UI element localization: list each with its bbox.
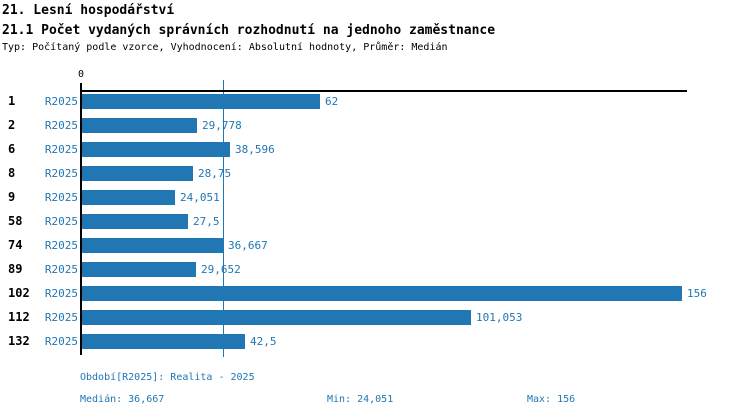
row-category-label: 2 — [8, 118, 16, 132]
period-label: Období[R2025]: Realita - 2025 — [80, 372, 255, 383]
row-category-label: 9 — [8, 190, 16, 204]
row-category-label: 102 — [8, 286, 30, 300]
bar-value-label: 29,778 — [202, 119, 242, 132]
row-series-label: R2025 — [44, 311, 78, 324]
row-category-label: 132 — [8, 334, 30, 348]
chart-row: 132 R2025 42,5 — [0, 334, 750, 349]
row-series-label: R2025 — [44, 191, 78, 204]
row-category-label: 1 — [8, 94, 16, 108]
chart-row: 6 R2025 38,596 — [0, 142, 750, 157]
y-axis-line — [80, 83, 82, 355]
median-stat: Medián: 36,667 — [80, 394, 165, 405]
row-category-label: 112 — [8, 310, 30, 324]
bar — [82, 190, 175, 205]
bar-value-label: 62 — [325, 95, 339, 108]
row-series-label: R2025 — [44, 239, 78, 252]
bar-value-label: 29,652 — [201, 263, 241, 276]
bar — [82, 214, 188, 229]
row-category-label: 58 — [8, 214, 23, 228]
row-series-label: R2025 — [44, 95, 78, 108]
bar-value-label: 38,596 — [235, 143, 275, 156]
chart-row: 58 R2025 27,5 — [0, 214, 750, 229]
row-series-label: R2025 — [44, 263, 78, 276]
chart-row: 102 R2025 156 — [0, 286, 750, 301]
bar — [82, 118, 197, 133]
max-stat: Max: 156 — [527, 394, 576, 405]
chart-row: 1 R2025 62 — [0, 94, 750, 109]
x-axis-zero-tick-label: 0 — [77, 69, 85, 80]
row-series-label: R2025 — [44, 167, 78, 180]
report-title: 21. Lesní hospodářství — [2, 3, 175, 18]
chart-row: 112 R2025 101,053 — [0, 310, 750, 325]
row-series-label: R2025 — [44, 335, 78, 348]
report-meta: Typ: Počítaný podle vzorce, Vyhodnocení:… — [2, 42, 448, 53]
bar — [82, 262, 196, 277]
bar — [82, 286, 682, 301]
bar-value-label: 27,5 — [193, 215, 220, 228]
row-category-label: 89 — [8, 262, 23, 276]
row-series-label: R2025 — [44, 143, 78, 156]
chart-row: 89 R2025 29,652 — [0, 262, 750, 277]
chart-row: 2 R2025 29,778 — [0, 118, 750, 133]
row-category-label: 8 — [8, 166, 16, 180]
bar-value-label: 24,051 — [180, 191, 220, 204]
bar-value-label: 42,5 — [250, 335, 277, 348]
bar-value-label: 101,053 — [476, 311, 523, 324]
chart-row: 8 R2025 28,75 — [0, 166, 750, 181]
bar — [82, 238, 223, 253]
report-subtitle: 21.1 Počet vydaných správních rozhodnutí… — [2, 23, 496, 38]
row-series-label: R2025 — [44, 119, 78, 132]
x-axis-line — [81, 90, 687, 92]
min-stat: Min: 24,051 — [327, 394, 394, 405]
row-series-label: R2025 — [44, 215, 78, 228]
bar-value-label: 156 — [687, 287, 707, 300]
bar — [82, 94, 320, 109]
chart-row: 9 R2025 24,051 — [0, 190, 750, 205]
chart-row: 74 R2025 36,667 — [0, 238, 750, 253]
bar-value-label: 36,667 — [228, 239, 268, 252]
row-category-label: 74 — [8, 238, 23, 252]
bar — [82, 166, 193, 181]
bar-value-label: 28,75 — [198, 167, 232, 180]
row-category-label: 6 — [8, 142, 16, 156]
median-line — [223, 80, 224, 357]
bar — [82, 142, 230, 157]
bar — [82, 334, 245, 349]
row-series-label: R2025 — [44, 287, 78, 300]
bar — [82, 310, 471, 325]
